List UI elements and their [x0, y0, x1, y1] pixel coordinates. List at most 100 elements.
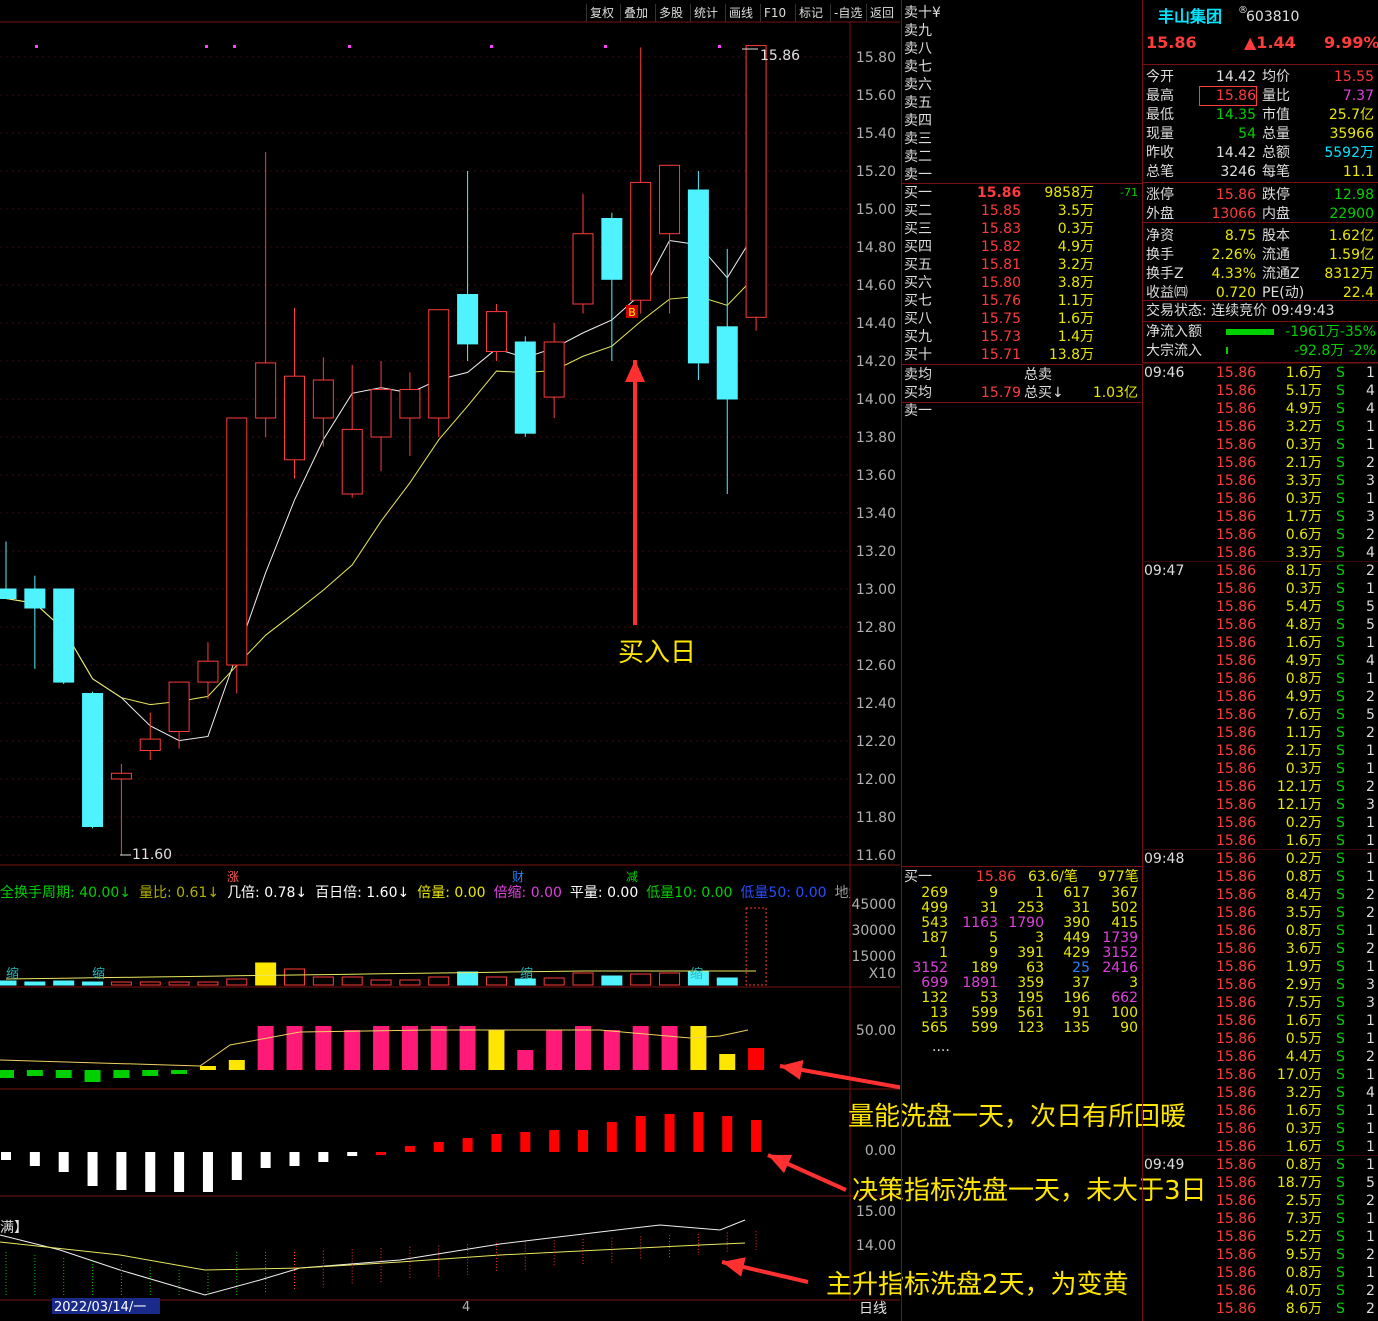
toolbar-button-4[interactable]: 画线 [725, 4, 756, 22]
volume-bar-3 [82, 981, 104, 986]
bid-level-label: 买四 [904, 239, 932, 255]
candle-10 [284, 307, 305, 479]
tick-count: 5 [1366, 599, 1375, 615]
candle-body [312, 379, 334, 419]
tick-volume: 0.3万 [1285, 1121, 1322, 1137]
tick-price: 15.86 [1216, 869, 1257, 885]
tick-count: 1 [1366, 815, 1375, 831]
tick-volume: 4.4万 [1285, 1049, 1322, 1065]
tick-side: S [1336, 1283, 1345, 1299]
queue-more: .... [932, 1039, 950, 1055]
price-axis-label: 11.60 [856, 848, 896, 864]
toolbar-button-6[interactable]: 标记 [795, 4, 826, 22]
main-rise-signal-line [0, 1241, 746, 1271]
bid-level-label: 买二 [904, 203, 932, 219]
toolbar-button-5[interactable]: F10 [760, 4, 789, 22]
queue-order: 561 [1017, 1005, 1044, 1021]
indicator-axis-label: 50.00 [856, 1023, 896, 1039]
volume-metric-2: 几倍: 0.78↓ [227, 885, 308, 901]
queue-order: 3 [1129, 975, 1138, 991]
queue-order: 53 [980, 990, 998, 1006]
energy-bar-12 [344, 1030, 361, 1070]
candle-body [457, 294, 479, 345]
net-inflow-bar [1226, 329, 1274, 335]
tick-price: 15.86 [1216, 401, 1257, 417]
toolbar-button-7[interactable]: -自选 [830, 4, 865, 22]
energy-bar-2 [55, 1070, 72, 1078]
bid-price: 15.85 [980, 203, 1021, 219]
tick-side: S [1336, 1193, 1345, 1209]
price-axis-label: 13.40 [856, 506, 896, 522]
energy-bar-25 [719, 1054, 736, 1070]
quote-value: 15.55 [1333, 69, 1374, 85]
bid-level-label: 买十 [904, 347, 932, 363]
toolbar-button-1[interactable]: 叠加 [620, 4, 651, 22]
queue-order: 25 [1072, 960, 1090, 976]
queue-order: 31 [980, 900, 998, 916]
tick-count: 2 [1366, 779, 1375, 795]
tick-count: 5 [1366, 707, 1375, 723]
tick-side: S [1336, 797, 1345, 813]
candle-16 [457, 171, 479, 361]
quote-label: 内盘 [1262, 206, 1290, 222]
bid-level-label: 买九 [904, 329, 932, 345]
tick-price: 15.86 [1216, 563, 1257, 579]
energy-bar-21 [603, 1030, 620, 1070]
queue-order: 2416 [1102, 960, 1138, 976]
tick-price: 15.86 [1216, 851, 1257, 867]
quote-label: 最高 [1146, 88, 1174, 104]
tick-volume: 4.9万 [1285, 689, 1322, 705]
tick-price: 15.86 [1216, 455, 1257, 471]
tick-side: S [1336, 851, 1345, 867]
tick-side: S [1336, 653, 1345, 669]
volume-bar-8 [226, 978, 248, 986]
ma10-line [5, 275, 757, 706]
tick-count: 3 [1366, 509, 1375, 525]
bid-price: 15.80 [980, 275, 1021, 291]
decision-bar-9 [260, 1152, 271, 1168]
bid-price: 15.82 [980, 239, 1021, 255]
tick-count: 2 [1366, 1247, 1375, 1263]
price-axis-label: 15.00 [856, 202, 896, 218]
kline-chart-area[interactable]: 15.80 15.60 15.40 15.20 15.00 14.80 14.60 14.40… [0, 0, 900, 1321]
tick-separator [1142, 1155, 1378, 1156]
volume-bar-20 [572, 972, 594, 986]
quote-label: 外盘 [1146, 206, 1174, 222]
tick-side: S [1336, 545, 1345, 561]
tick-price: 15.86 [1216, 491, 1257, 507]
tick-count: 1 [1366, 761, 1375, 777]
tick-volume: 2.9万 [1285, 977, 1322, 993]
tick-count: 1 [1366, 437, 1375, 453]
volume-metric-3: 百日倍: 1.60↓ [315, 885, 410, 901]
tick-side: S [1336, 689, 1345, 705]
volume-indicator-header: 全换手周期: 40.00↓ 量比: 0.61↓ 几倍: 0.78↓ 百日倍: 1.60… [0, 884, 850, 902]
decision-bar-18 [520, 1132, 531, 1152]
decision-bar-2 [58, 1152, 69, 1172]
bid-price: 15.81 [980, 257, 1021, 273]
volume-bar-11 [312, 976, 334, 986]
tick-side: S [1336, 959, 1345, 975]
toolbar-button-0[interactable]: 复权 [586, 4, 617, 22]
bid-level-label: 买八 [904, 311, 932, 327]
toolbar-button-3[interactable]: 统计 [690, 4, 721, 22]
buy-marker: B [628, 306, 636, 319]
tick-volume: 2.1万 [1285, 455, 1322, 471]
buy-marker-bg [626, 305, 638, 318]
candle-7 [197, 642, 219, 700]
tick-side: S [1336, 635, 1345, 651]
tick-count: 1 [1366, 959, 1375, 975]
volume-tag: 缩 [6, 966, 19, 982]
tick-price: 15.86 [1216, 977, 1257, 993]
quote-label: 换手 [1146, 247, 1174, 263]
decision-bar-17 [491, 1134, 502, 1152]
ask-level-label: 卖七 [904, 59, 932, 75]
bid-level-label: 买五 [904, 257, 932, 273]
candle-0 [0, 541, 17, 599]
queue-order: 1790 [1008, 915, 1044, 931]
quote-value: 15.86 [1215, 187, 1256, 203]
registered-mark: ® [1238, 5, 1248, 16]
tick-count: 4 [1366, 1085, 1375, 1101]
toolbar-button-8[interactable]: 返回 [866, 4, 897, 22]
energy-bar-1 [26, 1070, 43, 1076]
toolbar-button-2[interactable]: 多股 [655, 4, 686, 22]
